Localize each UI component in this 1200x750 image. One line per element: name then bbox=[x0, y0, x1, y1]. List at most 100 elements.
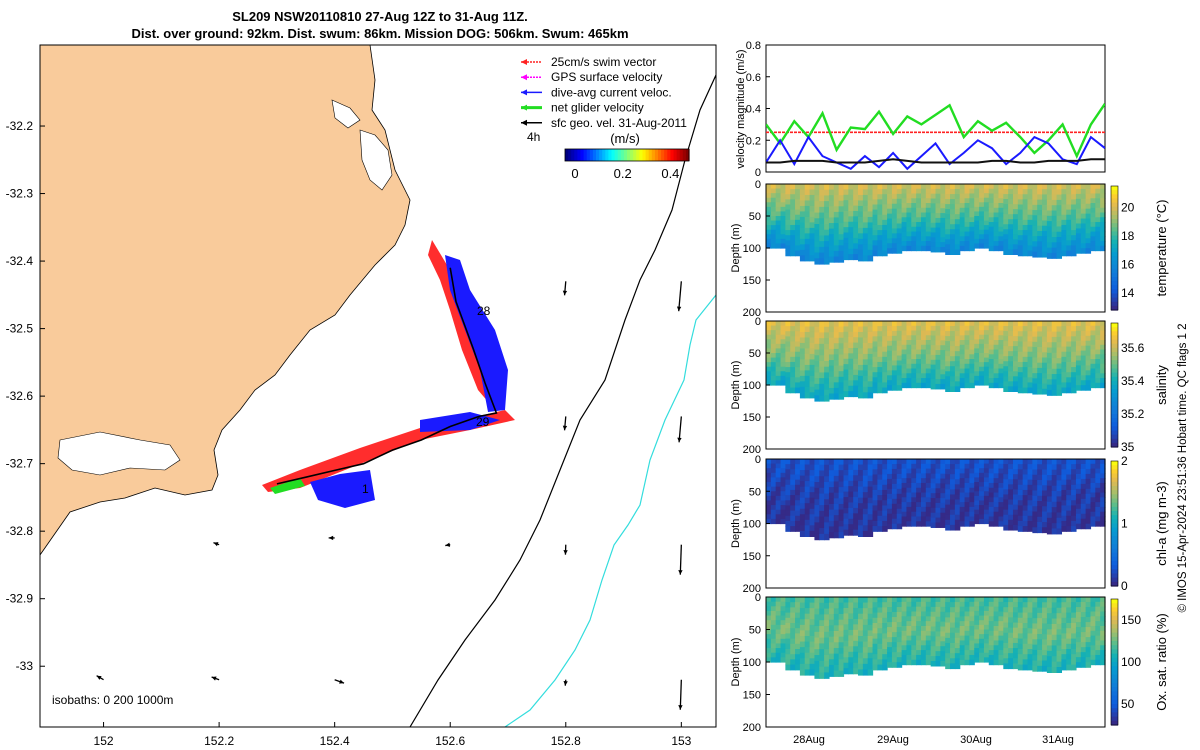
section-data-cell bbox=[833, 492, 840, 499]
section-data-cell bbox=[993, 373, 1000, 379]
section-data-cell bbox=[1071, 351, 1077, 358]
section-data-cell bbox=[906, 363, 912, 370]
section-data-cell bbox=[766, 334, 772, 340]
section-data-cell bbox=[983, 211, 990, 217]
section-data-cell bbox=[1080, 459, 1087, 465]
section-data-cell bbox=[979, 652, 985, 658]
section-data-cell bbox=[1017, 469, 1024, 476]
section-data-cell bbox=[795, 500, 801, 507]
section-data-cell bbox=[770, 366, 777, 372]
section-data-cell bbox=[935, 350, 941, 356]
section-data-cell bbox=[766, 243, 772, 249]
section-data-cell bbox=[804, 470, 811, 477]
section-data-cell bbox=[838, 613, 845, 621]
section-data-cell bbox=[1071, 356, 1077, 363]
section-data-cell bbox=[824, 235, 830, 242]
section-data-cell bbox=[911, 349, 917, 355]
section-data-cell bbox=[1080, 473, 1087, 480]
section-data-cell bbox=[1100, 654, 1106, 661]
section-data-cell bbox=[983, 321, 990, 327]
section-data-cell bbox=[1066, 356, 1072, 363]
section-colorbar-tick-label: 20 bbox=[1121, 200, 1135, 214]
section-data-cell bbox=[1085, 607, 1092, 613]
section-data-cell bbox=[950, 653, 956, 659]
section-data-cell bbox=[901, 184, 908, 190]
section-data-cell bbox=[833, 184, 840, 191]
section-colorbar-tick-label: 16 bbox=[1121, 257, 1135, 271]
section-data-cell bbox=[935, 217, 941, 224]
section-data-cell bbox=[983, 366, 990, 372]
section-data-cell bbox=[1032, 665, 1038, 672]
section-data-cell bbox=[819, 184, 825, 191]
section-data-cell bbox=[828, 630, 835, 638]
section-data-cell bbox=[887, 637, 893, 643]
section-data-cell bbox=[954, 356, 961, 362]
section-data-cell bbox=[969, 635, 975, 642]
section-data-cell bbox=[925, 363, 932, 370]
section-data-cell bbox=[979, 325, 985, 331]
section-data-cell bbox=[920, 606, 927, 613]
section-data-cell bbox=[930, 374, 937, 380]
section-data-cell bbox=[1085, 647, 1092, 653]
section-data-cell bbox=[790, 520, 796, 527]
section-data-cell bbox=[940, 364, 946, 371]
section-data-cell bbox=[882, 464, 888, 470]
section-data-cell bbox=[950, 499, 956, 506]
section-data-cell bbox=[1022, 612, 1029, 619]
section-data-cell bbox=[853, 475, 859, 482]
section-data-cell bbox=[780, 477, 786, 483]
section-data-cell bbox=[945, 464, 951, 470]
section-data-cell bbox=[1100, 373, 1106, 379]
section-data-cell bbox=[858, 331, 864, 339]
section-data-cell bbox=[877, 351, 883, 358]
section-data-cell bbox=[891, 503, 898, 510]
section-data-cell bbox=[862, 359, 869, 366]
colorbar-segment bbox=[577, 149, 582, 161]
section-data-cell bbox=[911, 368, 917, 374]
section-data-cell bbox=[988, 363, 995, 370]
section-data-cell bbox=[1008, 366, 1014, 372]
section-data-cell bbox=[1061, 356, 1067, 363]
section-data-cell bbox=[1071, 459, 1077, 465]
section-data-cell bbox=[838, 642, 845, 649]
section-data-cell bbox=[766, 509, 772, 515]
section-data-cell bbox=[1066, 235, 1072, 241]
section-data-cell bbox=[853, 342, 859, 349]
section-data-cell bbox=[1042, 215, 1048, 222]
colorbar-segment bbox=[673, 149, 678, 161]
colorbar-segment bbox=[617, 149, 622, 161]
section-data-cell bbox=[1027, 361, 1033, 368]
section-data-cell bbox=[954, 519, 961, 526]
section-data-cell bbox=[790, 199, 796, 206]
section-data-cell bbox=[911, 363, 917, 370]
section-data-cell bbox=[945, 371, 951, 377]
section-data-cell bbox=[819, 602, 825, 610]
section-data-cell bbox=[983, 648, 990, 654]
section-data-cell bbox=[896, 223, 903, 230]
section-data-cell bbox=[1085, 627, 1092, 633]
section-data-cell bbox=[935, 498, 941, 504]
section-data-cell bbox=[901, 492, 908, 498]
section-data-cell bbox=[1008, 189, 1014, 195]
section-colorbar-segment bbox=[1111, 223, 1118, 228]
section-data-cell bbox=[940, 631, 946, 637]
section-data-cell bbox=[983, 334, 990, 340]
section-data-cell bbox=[790, 617, 796, 624]
section-data-cell bbox=[983, 624, 990, 631]
section-data-cell bbox=[770, 643, 777, 649]
section-data-cell bbox=[1012, 239, 1019, 245]
section-data-cell bbox=[1003, 199, 1009, 205]
section-data-cell bbox=[1085, 218, 1092, 225]
section-data-cell bbox=[790, 361, 796, 368]
section-data-cell bbox=[766, 193, 772, 199]
section-data-cell bbox=[882, 224, 888, 231]
section-data-cell bbox=[824, 224, 830, 231]
section-data-cell bbox=[1042, 251, 1048, 258]
section-data-cell bbox=[853, 227, 859, 234]
section-data-cell bbox=[911, 231, 917, 237]
section-data-cell bbox=[969, 236, 975, 242]
section-data-cell bbox=[1080, 248, 1087, 254]
section-data-cell bbox=[1046, 374, 1053, 380]
section-data-cell bbox=[790, 356, 796, 363]
section-data-cell bbox=[858, 386, 864, 393]
